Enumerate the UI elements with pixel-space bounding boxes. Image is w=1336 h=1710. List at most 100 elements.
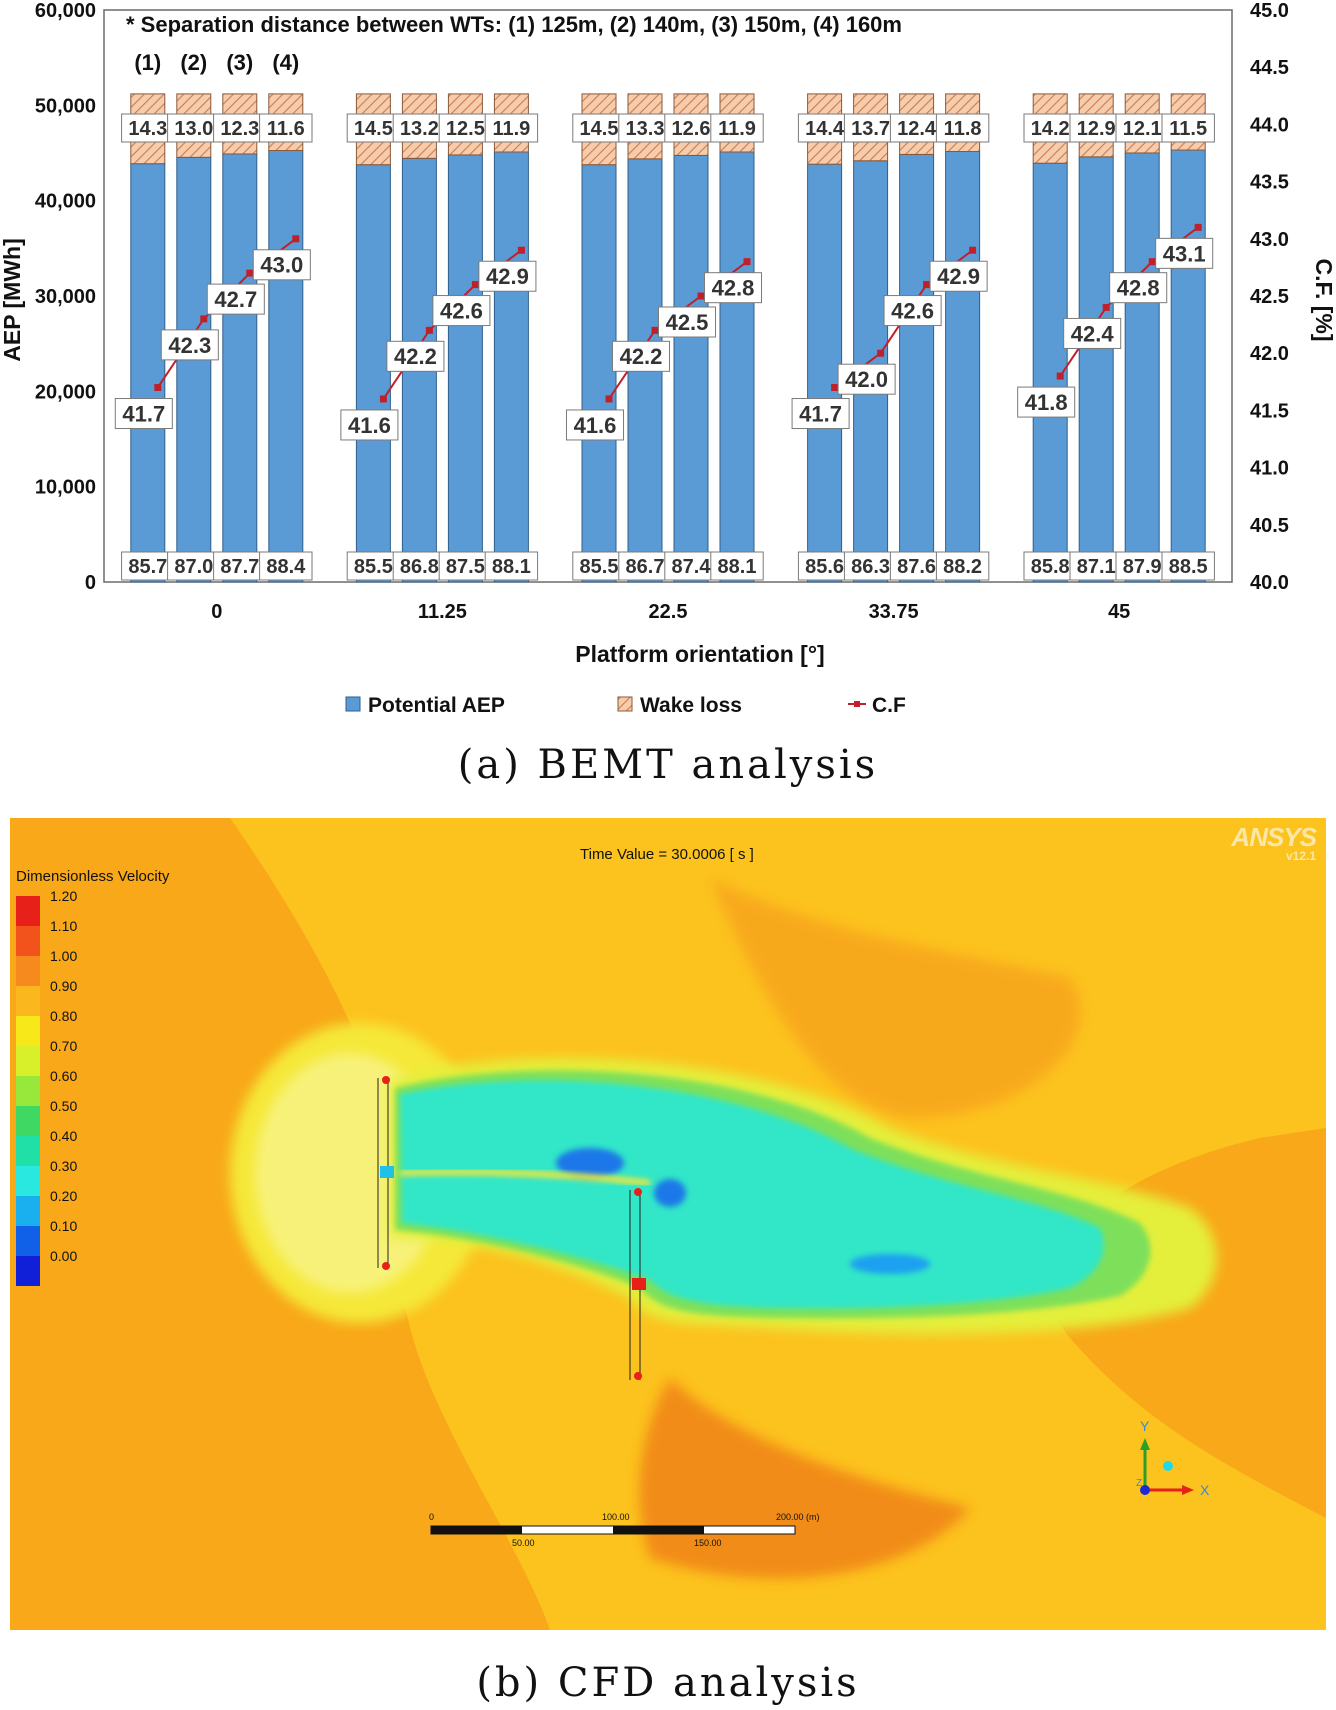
label-potential-0-0: 85.7	[128, 556, 167, 578]
cf-marker-0-0	[154, 384, 161, 391]
velocity-legend-title: Dimensionless Velocity	[16, 868, 169, 885]
label-wake-2-1: 13.3	[626, 118, 665, 140]
label-cf-3-0: 41.7	[799, 401, 842, 426]
ansys-logo: ANSYS v12.1	[1231, 822, 1316, 863]
y-axis-title: AEP [MWh]	[0, 238, 25, 362]
bar-potential-1-3	[494, 152, 528, 582]
label-potential-1-2: 87.5	[446, 556, 485, 578]
label-cf-3-1: 42.0	[845, 367, 888, 392]
colorbar-label-3: 0.90	[50, 978, 77, 994]
y-tick-label-4: 40,000	[35, 191, 96, 213]
label-wake-4-0: 14.2	[1031, 118, 1070, 140]
colorbar-swatch-4	[16, 1016, 40, 1046]
colorbar-swatch-5	[16, 1046, 40, 1076]
bar-potential-4-3	[1171, 150, 1205, 582]
bar-potential-1-0	[356, 165, 390, 582]
scale-label-200: 200.00 (m)	[776, 1512, 820, 1522]
label-cf-1-0: 41.6	[348, 413, 391, 438]
y2-axis-title: C.F. [%]	[1311, 258, 1336, 341]
legend-label-cf: C.F	[872, 694, 906, 717]
legend-marker-cf	[854, 701, 860, 707]
scale-label-100: 100.00	[602, 1512, 630, 1522]
label-cf-1-2: 42.6	[440, 298, 483, 323]
y-tick-label-1: 10,000	[35, 477, 96, 499]
cfd-panel: Time Value = 30.0006 [ s ] Dimensionless…	[10, 818, 1326, 1630]
y-tick-label-5: 50,000	[35, 95, 96, 117]
y-tick-label-3: 30,000	[35, 286, 96, 308]
cf-marker-4-2	[1149, 258, 1156, 265]
label-potential-4-2: 87.9	[1123, 556, 1162, 578]
label-potential-2-0: 85.5	[580, 556, 619, 578]
y2-tick-label-6: 43.0	[1250, 229, 1289, 251]
cf-marker-1-1	[426, 327, 433, 334]
label-cf-2-2: 42.5	[666, 310, 709, 335]
cf-marker-0-3	[292, 235, 299, 242]
bemt-chart: 85.7 14.3 87.0 13.0 87.7 12.3 88.4 11.6 41.7 42.3…	[0, 0, 1336, 740]
colorbar-swatch-9	[16, 1166, 40, 1196]
cf-marker-2-1	[652, 327, 659, 334]
chart-note: * Separation distance between WTs: (1) 1…	[126, 12, 902, 37]
cf-marker-2-3	[744, 258, 751, 265]
y2-tick-label-2: 41.0	[1250, 458, 1289, 480]
label-wake-2-0: 14.5	[580, 118, 619, 140]
label-wake-3-1: 13.7	[851, 118, 890, 140]
label-wake-0-2: 12.3	[220, 118, 259, 140]
legend-label-potential: Potential AEP	[368, 694, 505, 717]
label-wake-0-3: 11.6	[267, 118, 305, 140]
cf-marker-3-1	[877, 350, 884, 357]
legend-label-wake: Wake loss	[640, 694, 742, 717]
label-cf-0-3: 43.0	[260, 253, 303, 278]
legend: Potential AEP Wake loss C.F	[346, 694, 906, 717]
label-wake-0-1: 13.0	[174, 118, 213, 140]
label-potential-2-2: 87.4	[672, 556, 712, 578]
bar-potential-0-3	[269, 151, 303, 582]
label-wake-1-2: 12.5	[446, 118, 485, 140]
colorbar-label-10: 0.20	[50, 1188, 77, 1204]
time-value-label: Time Value = 30.0006 [ s ]	[580, 846, 754, 863]
label-potential-3-3: 88.2	[943, 556, 982, 578]
cf-marker-4-3	[1195, 224, 1202, 231]
label-cf-4-1: 42.4	[1071, 321, 1115, 346]
group-label-2: (3)	[226, 50, 253, 75]
x-tick-label-3: 33.75	[869, 601, 919, 623]
label-cf-0-2: 42.7	[214, 287, 257, 312]
y2-tick-label-5: 42.5	[1250, 286, 1289, 308]
label-cf-3-2: 42.6	[891, 298, 934, 323]
axis-z-label: Z	[1136, 1478, 1142, 1489]
rotor-2-tip-top	[634, 1188, 642, 1196]
label-wake-3-0: 14.4	[805, 118, 845, 140]
colorbar-label-7: 0.50	[50, 1098, 77, 1114]
colorbar	[16, 896, 40, 1286]
label-cf-0-1: 42.3	[168, 333, 211, 358]
x-axis-title: Platform orientation [°]	[575, 641, 824, 667]
x-tick-label-2: 22.5	[649, 601, 688, 623]
colorbar-swatch-2	[16, 956, 40, 986]
y2-tick-label-3: 41.5	[1250, 400, 1289, 422]
colorbar-swatch-8	[16, 1136, 40, 1166]
x-tick-label-4: 45	[1108, 601, 1130, 623]
label-potential-0-2: 87.7	[220, 556, 259, 578]
colorbar-label-12: 0.00	[50, 1248, 77, 1264]
wake-core-2	[654, 1179, 686, 1207]
label-potential-2-1: 86.7	[626, 556, 665, 578]
label-wake-0-0: 14.3	[128, 118, 167, 140]
label-wake-1-1: 13.2	[400, 118, 439, 140]
y2-tick-label-0: 40.0	[1250, 572, 1289, 594]
colorbar-label-8: 0.40	[50, 1128, 77, 1144]
cf-marker-1-0	[380, 395, 387, 402]
scale-label-150: 150.00	[694, 1538, 722, 1548]
bar-potential-2-2	[674, 155, 708, 582]
legend-swatch-potential	[346, 697, 360, 711]
bar-potential-3-2	[900, 154, 934, 582]
axis-x-label: X	[1200, 1482, 1209, 1498]
cf-marker-2-2	[698, 293, 705, 300]
bar-potential-4-2	[1125, 153, 1159, 582]
label-wake-2-3: 11.9	[718, 118, 756, 140]
label-potential-0-1: 87.0	[174, 556, 213, 578]
label-cf-4-2: 42.8	[1117, 276, 1160, 301]
label-cf-2-0: 41.6	[574, 413, 617, 438]
scale-bar	[431, 1526, 795, 1534]
y2-tick-label-4: 42.0	[1250, 343, 1289, 365]
scale-label-50: 50.00	[512, 1538, 535, 1548]
label-potential-3-2: 87.6	[897, 556, 936, 578]
